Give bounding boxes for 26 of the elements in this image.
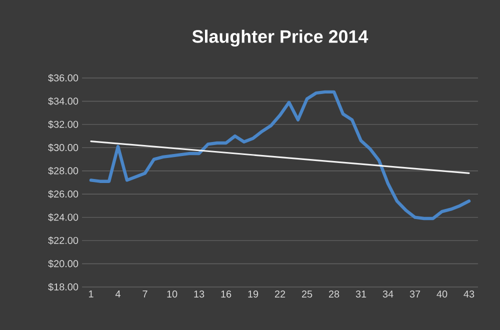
x-tick-label: 28	[328, 290, 340, 298]
x-tick-label: 43	[464, 290, 474, 298]
x-tick-label: 34	[382, 290, 394, 298]
y-tick-label: $26.00	[48, 190, 78, 198]
x-tick-label: 16	[221, 290, 232, 298]
x-tick-label: 25	[302, 290, 312, 298]
x-tick-label: 7	[142, 290, 148, 298]
x-tick-label: 22	[274, 290, 286, 298]
x-tick-label: 4	[115, 290, 120, 298]
y-tick-label: $28.00	[48, 166, 78, 175]
y-tick-label: $22.00	[48, 236, 78, 245]
y-tick-label: $34.00	[48, 97, 78, 106]
x-tick-label: 1	[89, 290, 94, 298]
y-tick-label: $18.00	[48, 282, 78, 292]
x-tick-label: 10	[167, 290, 178, 298]
y-tick-label: $32.00	[48, 120, 78, 128]
y-tick-label: $24.00	[48, 213, 78, 222]
x-tick-label: 37	[410, 290, 420, 298]
x-tick-label: 13	[194, 290, 204, 298]
x-tick-label: 19	[248, 290, 258, 298]
y-tick-label: $36.00	[48, 74, 78, 82]
y-tick-label: $20.00	[48, 260, 78, 268]
y-tick-label: $30.00	[48, 144, 78, 152]
x-tick-label: 40	[436, 290, 448, 298]
x-tick-label: 31	[356, 290, 366, 298]
chart-title: Slaughter Price 2014	[192, 30, 368, 46]
